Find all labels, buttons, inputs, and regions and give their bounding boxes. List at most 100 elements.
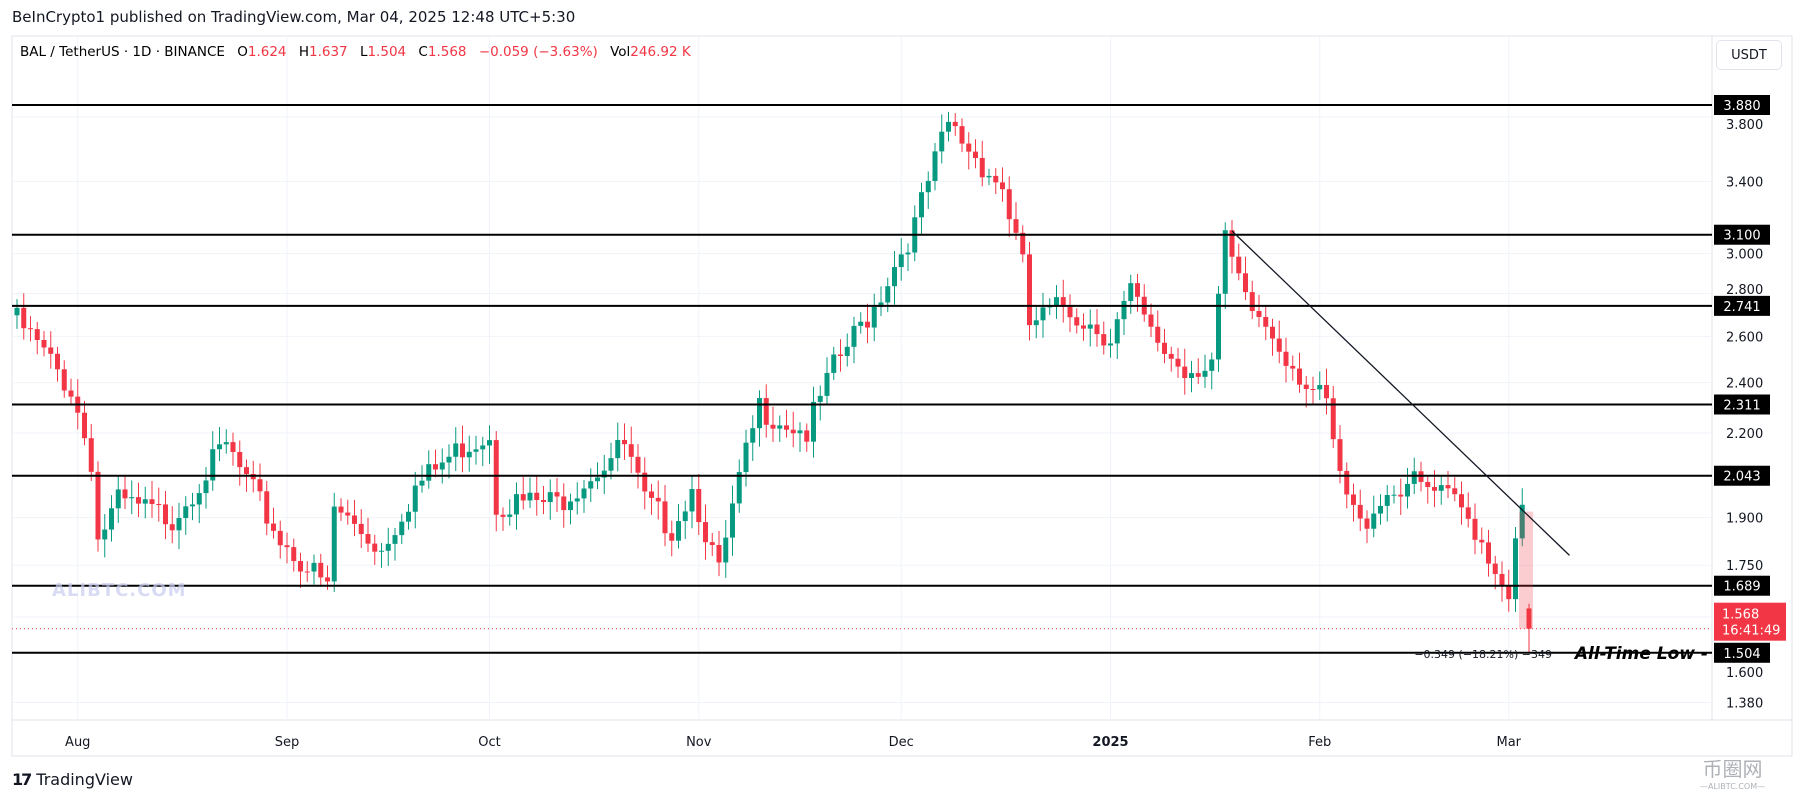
candle-body — [95, 471, 101, 540]
candle-body — [1027, 254, 1032, 326]
candle — [487, 425, 492, 464]
candle-body — [622, 439, 627, 445]
candle-body — [1114, 319, 1120, 344]
candle-body — [1121, 300, 1127, 320]
candle — [838, 339, 843, 372]
candle-body — [419, 480, 425, 486]
tradingview-brand: TradingView — [36, 770, 133, 789]
candle — [1020, 225, 1026, 263]
candle-body — [1317, 385, 1323, 390]
candle — [527, 477, 533, 508]
candle — [885, 277, 891, 313]
candle — [1114, 312, 1120, 359]
candle — [163, 490, 168, 540]
candle — [426, 450, 432, 489]
candle-body — [1216, 293, 1221, 360]
candle — [136, 482, 141, 518]
candle — [669, 520, 675, 557]
candle — [1465, 492, 1471, 528]
candle — [109, 495, 114, 542]
candle-body — [669, 533, 675, 541]
candle — [190, 492, 195, 521]
candle — [1040, 292, 1046, 338]
candle-body — [426, 464, 432, 481]
candle-body — [325, 577, 330, 582]
candle — [1175, 347, 1181, 378]
candle-body — [264, 491, 270, 524]
candle — [831, 346, 837, 380]
candle — [338, 498, 344, 521]
candle — [865, 303, 870, 344]
candle-body — [1411, 471, 1417, 484]
candle-body — [318, 562, 324, 578]
candle — [1492, 555, 1498, 590]
candle — [311, 554, 317, 585]
candle-body — [878, 302, 884, 308]
candle — [507, 499, 513, 526]
candle — [561, 483, 567, 528]
candle-body — [1486, 542, 1491, 564]
candle — [68, 378, 74, 406]
candle-body — [1087, 324, 1093, 329]
level-price-label: 3.100 — [1723, 229, 1760, 244]
candle-body — [1020, 232, 1026, 255]
candle — [1182, 348, 1188, 395]
candle — [939, 114, 945, 164]
candle — [878, 286, 884, 317]
candle — [271, 507, 276, 539]
legend-volume: 246.92 K — [630, 44, 692, 60]
candle — [1479, 527, 1485, 554]
x-tick-label: 2025 — [1092, 735, 1128, 750]
candle-body — [298, 561, 303, 572]
candle-body — [379, 550, 384, 552]
candle — [1155, 310, 1161, 352]
candle-body — [1371, 513, 1377, 529]
candle-body — [1351, 494, 1356, 505]
candle-body — [574, 498, 580, 502]
candle-body — [176, 518, 182, 531]
candle — [649, 483, 654, 515]
currency-button[interactable]: USDT — [1716, 40, 1782, 70]
candle-body — [831, 354, 837, 373]
candle-body — [777, 425, 783, 429]
candle — [460, 425, 465, 473]
candle — [1344, 462, 1350, 509]
candle — [1290, 355, 1296, 381]
candle-body — [885, 286, 891, 303]
candle — [844, 333, 850, 367]
tradingview-logo[interactable]: 17 TradingView — [12, 770, 133, 789]
candle-body — [1182, 366, 1188, 379]
candle-body — [682, 511, 688, 522]
candle — [372, 534, 378, 565]
candle-body — [230, 442, 236, 452]
candle — [156, 487, 162, 522]
candle-body — [601, 470, 607, 478]
candle-body — [959, 126, 965, 144]
candle — [655, 480, 661, 520]
candle — [1074, 308, 1080, 334]
candle — [1472, 503, 1478, 555]
candle-body — [331, 506, 337, 582]
candle-body — [1330, 398, 1336, 440]
candle — [1270, 318, 1275, 356]
candle-body — [892, 267, 897, 287]
y-tick-label: 2.400 — [1726, 377, 1763, 392]
candle-body — [82, 412, 87, 439]
candle-body — [1013, 219, 1019, 233]
candle — [1337, 425, 1343, 484]
candle-body — [824, 372, 830, 396]
candle — [1189, 360, 1194, 393]
candle — [230, 432, 236, 466]
candle — [554, 477, 560, 512]
candle-body — [1378, 505, 1383, 514]
candle-body — [1168, 353, 1174, 359]
x-tick-label: Aug — [65, 735, 90, 750]
candle — [871, 293, 877, 342]
candle — [932, 142, 938, 191]
candle-body — [217, 444, 222, 450]
x-tick-label: Sep — [275, 735, 300, 750]
chart-frame — [11, 35, 1793, 757]
candle-body — [1155, 326, 1161, 343]
candle-body — [514, 494, 519, 515]
